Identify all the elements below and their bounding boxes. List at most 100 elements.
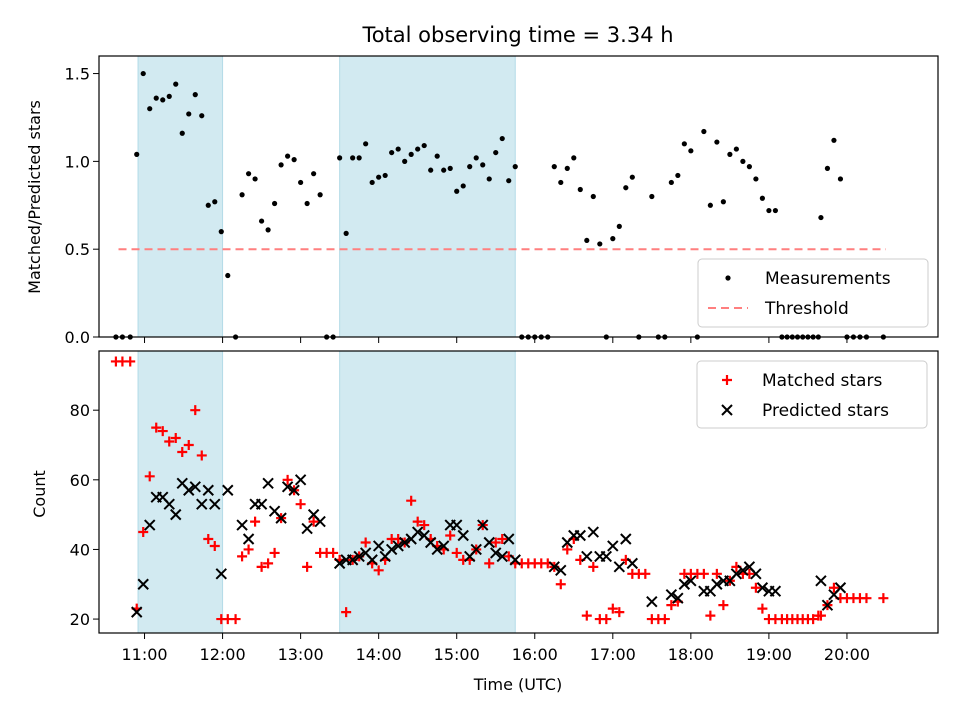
legend-measurements-label: Measurements: [765, 269, 891, 289]
predicted-starspoint: [437, 540, 450, 552]
x-tick-label: 16:00: [512, 645, 558, 664]
x-tick-label: 13:00: [278, 645, 324, 664]
predicted-starspoint: [314, 515, 326, 528]
predicted-starspoint: [398, 536, 411, 549]
x-tick-label: 19:00: [746, 645, 792, 664]
predicted-starspoint: [672, 592, 684, 604]
measurementspoint: [447, 165, 453, 171]
measurementspoint: [460, 183, 466, 189]
measurementspoint: [239, 192, 245, 198]
y-tick-label: 80: [70, 401, 90, 420]
x-axis-title: Time (UTC): [473, 675, 562, 694]
matched-starspoint: [243, 544, 254, 555]
measurementspoint: [454, 188, 460, 194]
legend-threshold-label: Threshold: [764, 299, 849, 319]
measurementspoint: [369, 179, 375, 186]
ratio-legend: Measurements Threshold: [697, 258, 929, 328]
predicted-starspoint: [665, 588, 678, 601]
predicted-starspoint: [333, 557, 346, 570]
matched-starspoint: [815, 610, 826, 621]
measurementspoint: [389, 149, 395, 156]
matched-starspoint: [490, 537, 501, 548]
measurementspoint: [584, 237, 590, 244]
measurementspoint: [199, 113, 205, 119]
x-tick-label: 18:00: [668, 645, 714, 664]
matched-starspoint: [698, 568, 709, 579]
predicted-starspoint: [587, 526, 600, 538]
measurementspoint: [218, 229, 224, 235]
y-tick-label: 0.0: [65, 328, 90, 347]
measurementspoint: [415, 146, 421, 152]
matched-starspoint: [237, 551, 248, 562]
measurementspoint: [147, 106, 153, 112]
matched-starspoint: [659, 614, 670, 625]
measurementspoint: [134, 151, 140, 157]
measurementspoint: [428, 167, 434, 173]
measurementspoint: [350, 155, 356, 161]
matched-starspoint: [878, 593, 889, 604]
count-legend: Matched stars Predicted stars: [696, 360, 928, 429]
matched-starspoint: [177, 446, 188, 457]
matched-starspoint: [406, 495, 417, 506]
matched-starspoint: [373, 565, 384, 576]
predicted-starspoint: [288, 484, 300, 496]
measurementspoint: [740, 158, 746, 164]
x-tick-label: 17:00: [590, 645, 636, 664]
predicted-starspoint: [555, 564, 567, 577]
legend-predicted-marker: [721, 404, 733, 416]
measurementspoint: [766, 207, 772, 214]
measurementspoint: [727, 151, 733, 157]
predicted-starspoint: [372, 540, 385, 552]
measurementspoint: [681, 141, 687, 147]
measurementspoint: [558, 179, 564, 186]
measurementspoint: [205, 202, 211, 208]
matched-starspoint: [484, 558, 495, 569]
predicted-starspoint: [366, 554, 378, 566]
measurementspoint: [245, 171, 252, 177]
measurementspoint: [212, 199, 218, 205]
measurementspoint: [252, 176, 258, 182]
predicted-starspoint: [301, 522, 313, 535]
predicted-starspoint: [392, 540, 404, 552]
measurementspoint: [278, 162, 284, 168]
measurementspoint: [285, 153, 291, 159]
predicted-starspoint: [281, 481, 294, 493]
predicted-starspoint: [144, 519, 156, 531]
measurementspoint: [512, 164, 518, 170]
predicted-starspoint: [353, 550, 365, 563]
predicted-starspoint: [815, 575, 827, 587]
ratio-legend-box: [697, 258, 929, 328]
predicted-starspoint: [821, 599, 834, 611]
predicted-starspoint: [750, 568, 762, 580]
measurementspoint: [551, 164, 557, 170]
matched-starspoint: [256, 561, 267, 572]
measurementspoint: [831, 137, 837, 143]
predicted-starspoint: [131, 606, 143, 618]
measurementspoint: [701, 128, 707, 135]
measurementspoint: [408, 151, 414, 157]
measurementspoint: [376, 174, 382, 180]
matched-starspoint: [607, 603, 618, 614]
matched-starspoint: [412, 516, 423, 527]
count-panel: 20 40 60 80 11:00 12:00 13:00 14:00 15:00 16:00 17…: [70, 350, 939, 664]
x-tick-label: 12:00: [200, 645, 246, 664]
measurementspoint: [343, 230, 349, 236]
measurementspoint: [434, 153, 440, 159]
predicted-starspoint: [581, 550, 593, 563]
matched-starspoint: [328, 547, 339, 558]
y-tick-label: 60: [70, 471, 90, 490]
predicted-starspoint: [215, 568, 227, 580]
predicted-starspoint: [756, 582, 769, 594]
predicted-starspoint: [262, 477, 274, 490]
measurementspoint: [616, 223, 622, 229]
matched-starspoint: [125, 356, 136, 367]
matched-starspoint: [666, 600, 677, 611]
matched-starspoint: [601, 614, 612, 625]
matched-starspoint: [269, 547, 280, 558]
predicted-starspoint: [209, 498, 221, 510]
matched-starspoint: [757, 603, 768, 614]
predicted-starspoint: [626, 557, 639, 570]
measurementspoint: [824, 165, 831, 171]
predicted-starspoint: [189, 481, 201, 493]
